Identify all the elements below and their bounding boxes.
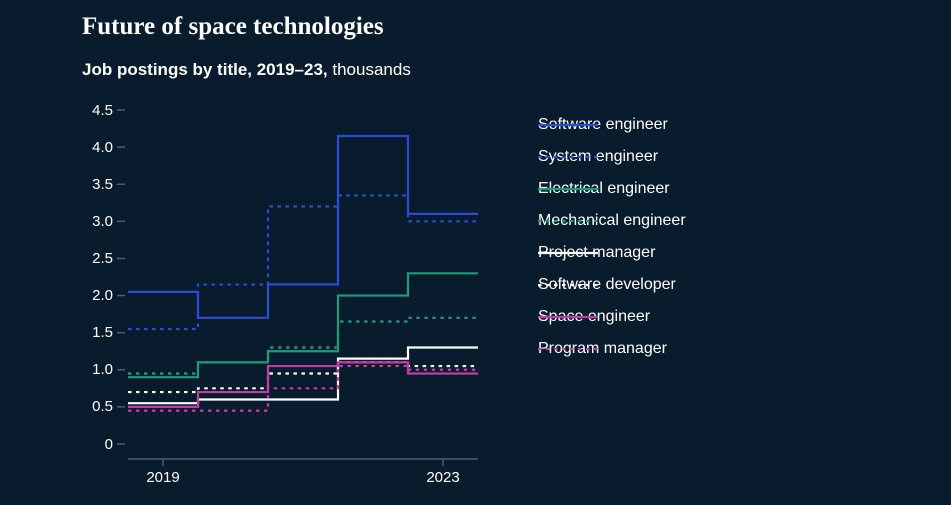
series-line [128, 195, 478, 329]
y-tick-label: 3.0 [77, 213, 113, 230]
legend-swatch [538, 283, 598, 287]
y-tick-label: 3.5 [77, 176, 113, 193]
legend-swatch [538, 251, 598, 255]
legend-item: System engineer [538, 141, 686, 173]
legend-item: Space engineer [538, 301, 686, 333]
legend-swatch [538, 123, 598, 127]
legend-swatch [538, 155, 598, 159]
legend-swatch [538, 219, 598, 223]
x-tick-label: 2019 [133, 469, 193, 486]
y-tick-label: 4.0 [77, 139, 113, 156]
series-line [128, 273, 478, 377]
legend-item: Program manager [538, 333, 686, 365]
y-tick-label: 2.5 [77, 250, 113, 267]
legend-item: Electrical engineer [538, 173, 686, 205]
y-tick-label: 1.5 [77, 324, 113, 341]
legend-swatch [538, 187, 598, 191]
y-tick-label: 4.5 [77, 102, 113, 119]
y-tick-label: 2.0 [77, 287, 113, 304]
legend: Software engineerSystem engineerElectric… [538, 109, 686, 365]
x-tick-label: 2023 [413, 469, 473, 486]
legend-swatch [538, 347, 598, 351]
y-tick-label: 0 [77, 436, 113, 453]
legend-swatch [538, 315, 598, 319]
series-line [128, 348, 478, 404]
series-line [128, 136, 478, 318]
legend-item: Software developer [538, 269, 686, 301]
y-tick-label: 0.5 [77, 398, 113, 415]
legend-item: Software engineer [538, 109, 686, 141]
y-tick-label: 1.0 [77, 361, 113, 378]
legend-item: Project manager [538, 237, 686, 269]
legend-item: Mechanical engineer [538, 205, 686, 237]
